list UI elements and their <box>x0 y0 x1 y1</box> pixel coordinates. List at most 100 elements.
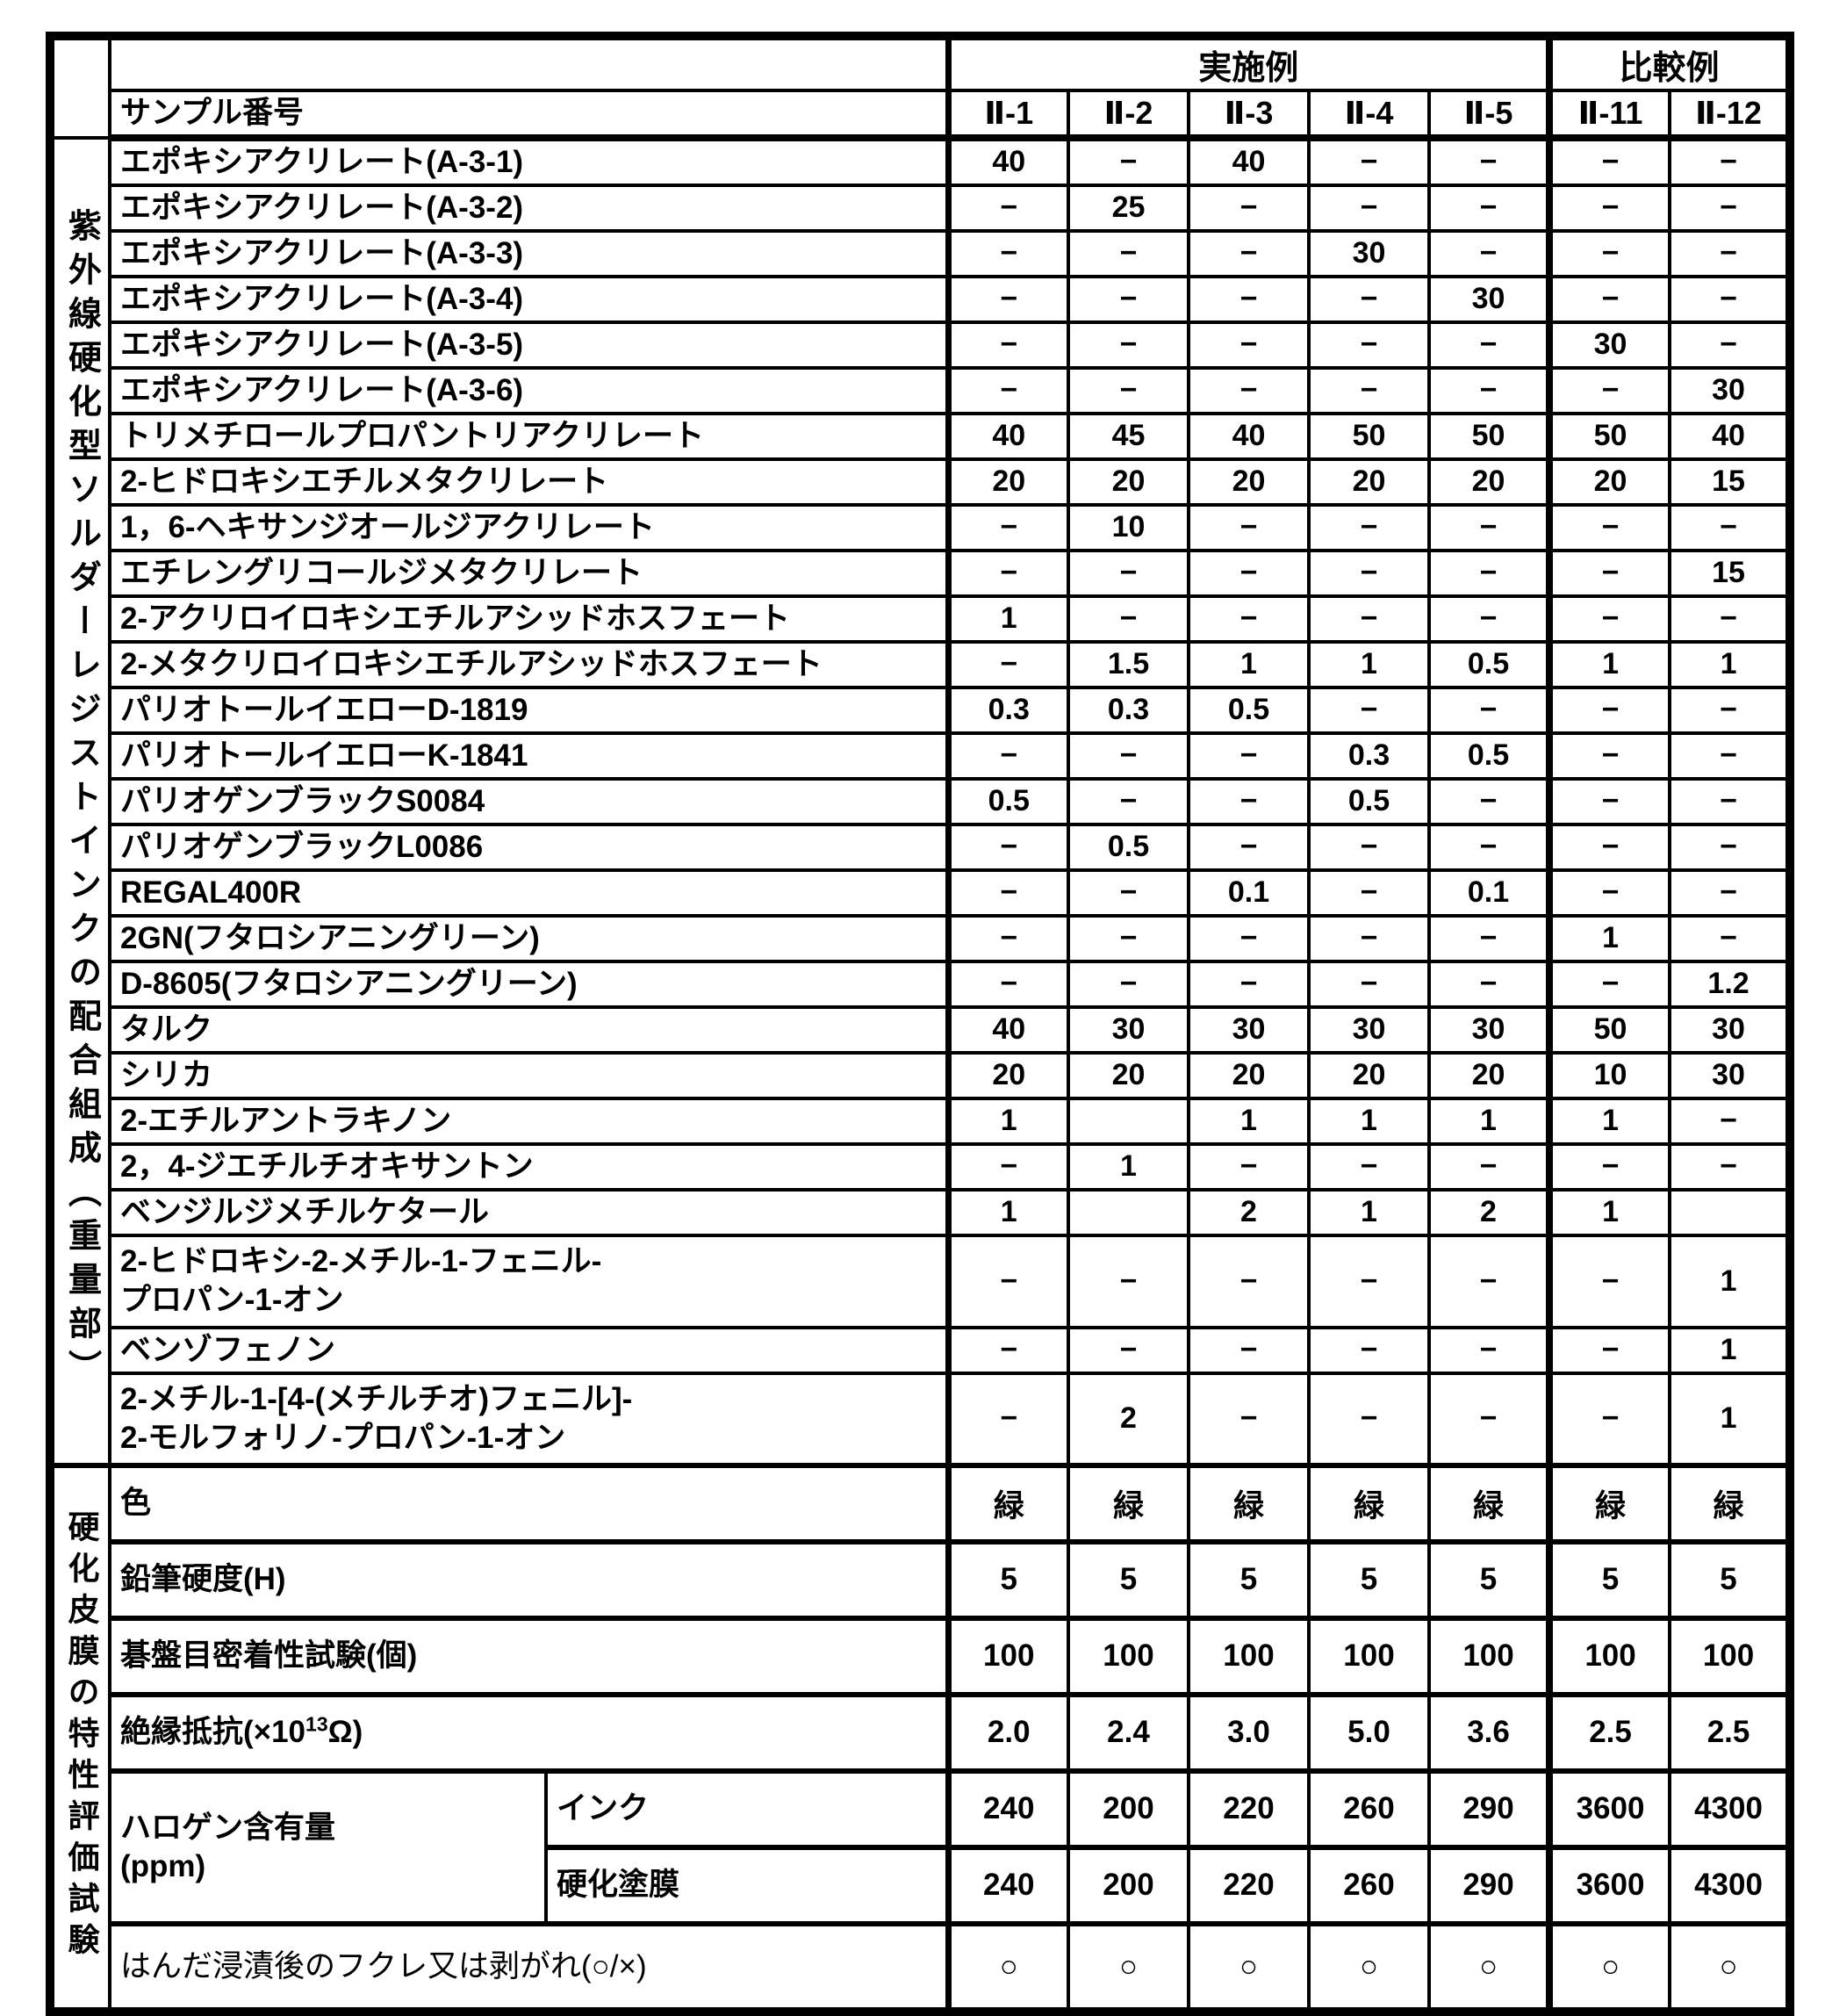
value-cell: 1 <box>1546 1096 1672 1146</box>
value-cell: − <box>945 731 1070 781</box>
value-cell: 25 <box>1067 183 1190 233</box>
component-row: 2GN(フタロシアニングリーン) − − − − −1− <box>50 913 1793 963</box>
value-cell: − <box>1187 959 1311 1009</box>
value-cell: 30 <box>1668 365 1793 415</box>
value-cell: 20 <box>945 457 1070 507</box>
value-cell: 0.5 <box>945 776 1070 826</box>
value-cell: − <box>1668 320 1793 370</box>
component-row: 2-ヒドロキシ-2-メチル-1-フェニル- プロパン-1-オン − − − − − −1 <box>50 1233 1793 1329</box>
value-cell: − <box>1426 228 1552 278</box>
value-cell: − <box>1426 1233 1552 1329</box>
value-cell: − <box>1426 135 1552 187</box>
value-cell: − <box>1546 959 1672 1009</box>
value-cell: − <box>1307 183 1431 233</box>
sample-id: Ⅱ-5 <box>1426 89 1552 141</box>
value-cell: ○ <box>1067 1920 1190 2014</box>
value-cell: − <box>1187 274 1311 324</box>
value-cell: 1 <box>1067 1141 1190 1192</box>
value-cell: 100 <box>1546 1615 1672 1697</box>
value-cell: − <box>1187 822 1311 872</box>
value-cell: 50 <box>1546 411 1672 461</box>
value-cell: 30 <box>1668 1004 1793 1055</box>
component-row: エポキシアクリレート(A-3-6) − − − − − −30 <box>50 365 1793 415</box>
value-cell: − <box>1426 913 1552 963</box>
component-row: ベンゾフェノン − − − − − −1 <box>50 1325 1793 1375</box>
value-cell: 2 <box>1187 1187 1311 1237</box>
halogen-sub-label-ink: インク <box>544 1768 950 1850</box>
eval-row-crosscut-adhesion: 碁盤目密着性試験(個) 100 100 100 100 100 100 100 <box>50 1615 1793 1697</box>
value-cell: 5 <box>1546 1538 1672 1621</box>
value-cell: − <box>945 959 1070 1009</box>
value-cell: − <box>945 365 1070 415</box>
sample-number-label: サンプル番号 <box>108 89 950 141</box>
value-cell: − <box>1187 228 1311 278</box>
value-cell: 30 <box>1187 1004 1311 1055</box>
value-cell: − <box>1307 913 1431 963</box>
value-cell: − <box>1668 731 1793 781</box>
value-cell: − <box>1426 1325 1552 1375</box>
value-cell: 1 <box>1546 913 1672 963</box>
value-cell: − <box>1668 228 1793 278</box>
value-cell: − <box>1668 868 1793 918</box>
component-label: パリオトールイエローD-1819 <box>108 685 950 735</box>
value-cell: 30 <box>1307 228 1431 278</box>
value-cell: 0.3 <box>1307 731 1431 781</box>
value-cell: 10 <box>1546 1050 1672 1100</box>
eval-row-insulation-resistance: 絶縁抵抗(×1013Ω) 2.0 2.4 3.0 5.0 3.6 2.5 2.5 <box>50 1691 1793 1774</box>
value-cell: 50 <box>1546 1004 1672 1055</box>
value-cell: 0.5 <box>1067 822 1190 872</box>
value-cell: − <box>1546 135 1672 187</box>
value-cell: − <box>1187 502 1311 552</box>
value-cell: − <box>1546 365 1672 415</box>
value-cell: − <box>1187 183 1311 233</box>
insulation-label-exponent: 13 <box>305 1712 328 1736</box>
value-cell: − <box>1307 365 1431 415</box>
value-cell: 40 <box>1668 411 1793 461</box>
value-cell <box>1668 1187 1793 1237</box>
value-cell: − <box>1187 320 1311 370</box>
test-label-halogen-content: ハロゲン含有量 (ppm) <box>108 1768 548 1926</box>
value-cell: − <box>1307 685 1431 735</box>
value-cell: − <box>1067 913 1190 963</box>
value-cell: 1 <box>1426 1096 1552 1146</box>
component-label: パリオゲンブラックL0086 <box>108 822 950 872</box>
value-cell: 1 <box>1668 639 1793 689</box>
component-row: エポキシアクリレート(A-3-3) − − −30− − − <box>50 228 1793 278</box>
value-cell: 20 <box>1067 457 1190 507</box>
value-cell: − <box>1426 776 1552 826</box>
value-cell: − <box>1307 1371 1431 1467</box>
value-cell: 2.0 <box>945 1691 1070 1774</box>
value-cell: 50 <box>1307 411 1431 461</box>
value-cell: − <box>945 274 1070 324</box>
value-cell: 1 <box>1307 639 1431 689</box>
value-cell: 0.3 <box>1067 685 1190 735</box>
component-row: 2-ヒドロキシエチルメタクリレート 20 20 20 20 20 20 15 <box>50 457 1793 507</box>
value-cell: − <box>1067 1233 1190 1329</box>
value-cell: 0.3 <box>945 685 1070 735</box>
value-cell: 2.5 <box>1546 1691 1672 1774</box>
value-cell: − <box>945 1371 1070 1467</box>
value-cell: − <box>1546 228 1672 278</box>
component-label: エポキシアクリレート(A-3-4) <box>108 274 950 324</box>
value-cell: 20 <box>1426 457 1552 507</box>
value-cell: − <box>945 228 1070 278</box>
value-cell: − <box>1067 274 1190 324</box>
value-cell: − <box>1307 1325 1431 1375</box>
value-cell: 1.5 <box>1067 639 1190 689</box>
value-cell: 1 <box>1668 1325 1793 1375</box>
component-row: 2-メタクリロイロキシエチルアシッドホスフェート −1.5 1 1 0.5 1 1 <box>50 639 1793 689</box>
component-row: エポキシアクリレート(A-3-2) −25− − − − − <box>50 183 1793 233</box>
value-cell: − <box>945 822 1070 872</box>
corner-cell <box>48 34 111 140</box>
test-label-insulation-resistance: 絶縁抵抗(×1013Ω) <box>108 1691 950 1774</box>
value-cell: ○ <box>945 1920 1070 2014</box>
value-cell: − <box>1067 1325 1190 1375</box>
test-label-solder-dip: はんだ浸漬後のフクレ又は剥がれ(○/×) <box>108 1920 950 2014</box>
component-row: 紫外線硬化型ソルダーレジストインクの配合組成（重量部） エポキシアクリレート(A-… <box>48 135 1793 1467</box>
component-label: トリメチロールプロパントリアクリレート <box>108 411 950 461</box>
component-label: 2-メタクリロイロキシエチルアシッドホスフェート <box>108 639 950 689</box>
eval-row-halogen-cured-film: 硬化塗膜 240 200 220 260 290 3600 4300 <box>50 1844 1793 1926</box>
value-cell: − <box>1187 731 1311 781</box>
value-cell: − <box>1426 502 1552 552</box>
